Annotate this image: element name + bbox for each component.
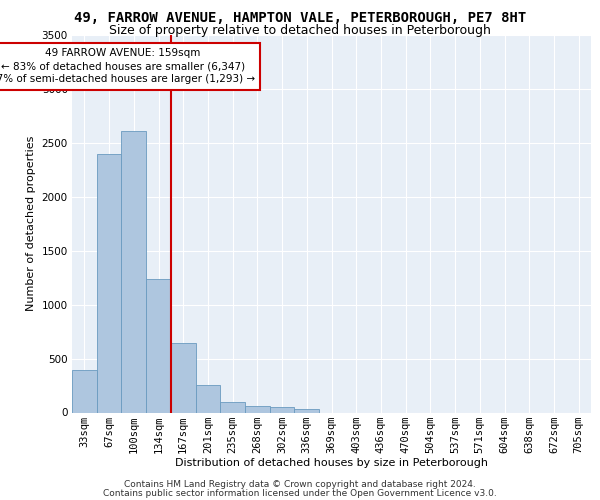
Bar [295,408,319,412]
Text: Size of property relative to detached houses in Peterborough: Size of property relative to detached ho… [109,24,491,37]
Bar [171,344,196,412]
Bar [72,370,97,412]
Text: 49 FARROW AVENUE: 159sqm
← 83% of detached houses are smaller (6,347)
17% of sem: 49 FARROW AVENUE: 159sqm ← 83% of detach… [0,48,255,84]
Bar [196,385,220,412]
Y-axis label: Number of detached properties: Number of detached properties [26,136,36,312]
Text: Contains HM Land Registry data © Crown copyright and database right 2024.: Contains HM Land Registry data © Crown c… [124,480,476,489]
Bar [97,154,121,412]
Text: 49, FARROW AVENUE, HAMPTON VALE, PETERBOROUGH, PE7 8HT: 49, FARROW AVENUE, HAMPTON VALE, PETERBO… [74,11,526,25]
Bar [220,402,245,412]
Bar [146,279,171,412]
Bar [121,131,146,412]
Text: Contains public sector information licensed under the Open Government Licence v3: Contains public sector information licen… [103,488,497,498]
X-axis label: Distribution of detached houses by size in Peterborough: Distribution of detached houses by size … [175,458,488,468]
Bar [270,406,295,412]
Bar [245,406,270,412]
